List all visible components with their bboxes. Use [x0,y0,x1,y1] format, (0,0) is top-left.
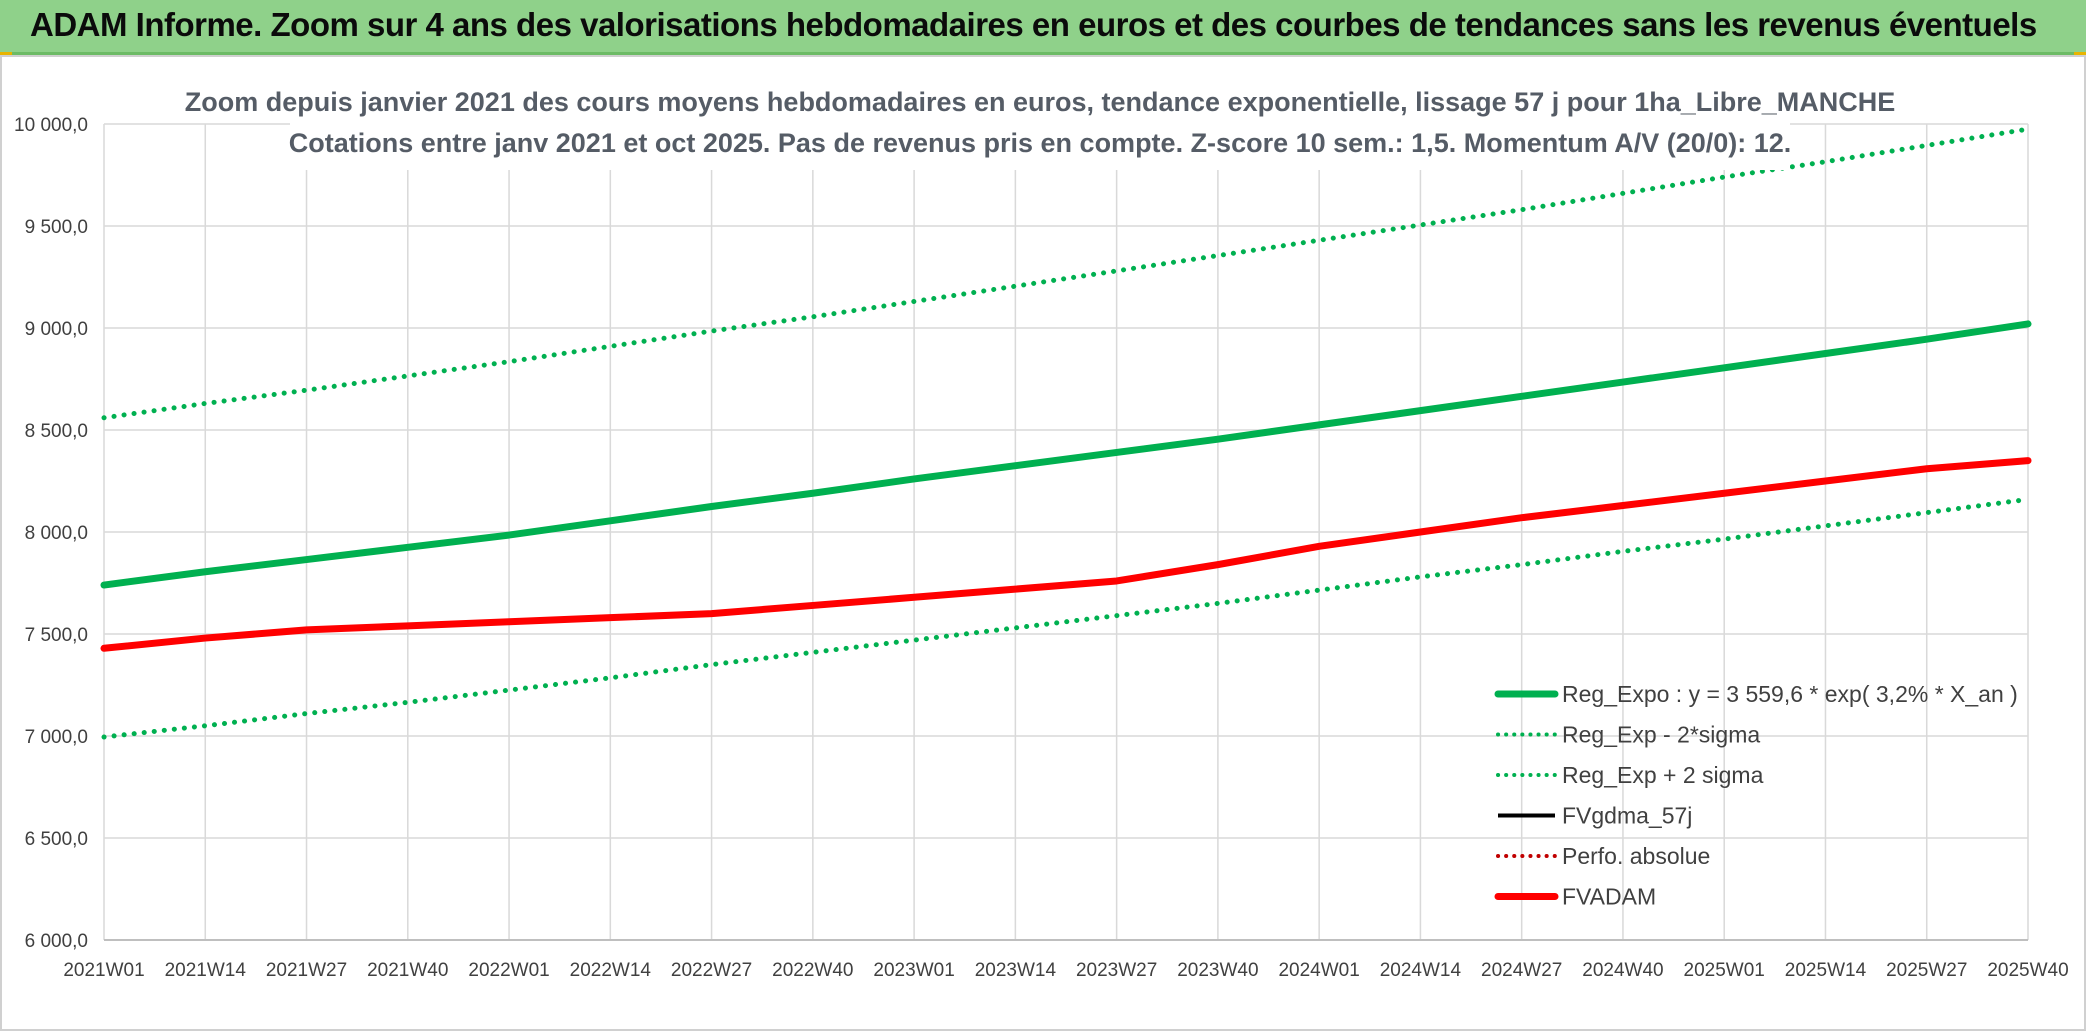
y-axis-ticks: 6 000,0 6 500,0 7 000,0 7 500,0 8 000,0 8 500… [14,115,88,952]
x-tick-label: 2022W14 [570,960,652,981]
y-tick-label: 6 000,0 [25,931,88,952]
chart-title-line-2: Cotations entre janv 2021 et oct 2025. P… [289,128,1792,158]
chart-frame [0,55,2086,1031]
chart-legend: Reg_Expo : y = 3 559,6 * exp( 3,2% * X_a… [1494,681,2018,910]
report-title: ADAM Informe. Zoom sur 4 ans des valoris… [30,6,2037,43]
x-tick-label: 2025W01 [1684,960,1765,981]
legend-label: Perfo. absolue [1562,843,1710,869]
chart-title-group: Zoom depuis janvier 2021 des cours moyen… [185,78,1896,170]
y-tick-label: 7 000,0 [25,727,88,748]
x-tick-label: 2022W40 [772,960,853,981]
x-tick-label: 2023W14 [975,960,1057,981]
y-tick-label: 7 500,0 [25,625,88,646]
grid-lines [103,123,2029,941]
x-tick-label: 2022W01 [468,960,549,981]
chart-series [100,126,2032,740]
y-tick-label: 8 000,0 [25,523,88,544]
x-tick-label: 2025W40 [1987,960,2068,981]
legend-label: Reg_Expo : y = 3 559,6 * exp( 3,2% * X_a… [1562,681,2018,707]
x-tick-label: 2025W14 [1785,960,1867,981]
banner-corner-accent-right [2074,52,2086,56]
x-tick-label: 2023W01 [873,960,954,981]
legend-label: Reg_Exp - 2*sigma [1562,722,1760,748]
x-tick-label: 2022W27 [671,960,752,981]
chart-title-background [290,78,1790,170]
x-tick-label: 2023W27 [1076,960,1157,981]
x-axis-ticks: 2021W01 2021W14 2021W27 2021W40 2022W01 2022W… [63,960,2068,981]
x-tick-label: 2024W40 [1582,960,1663,981]
y-tick-label: 8 500,0 [25,421,88,442]
y-tick-label: 9 000,0 [25,319,88,340]
series-line-2 [101,126,2031,421]
x-tick-label: 2021W14 [165,960,247,981]
x-tick-label: 2021W27 [266,960,347,981]
x-tick-label: 2021W01 [63,960,144,981]
legend-label: Reg_Exp + 2 sigma [1562,762,1764,788]
banner-corner-accent-left [0,52,12,56]
x-tick-label: 2024W14 [1380,960,1462,981]
series-line-5 [100,457,2032,652]
legend-label: FVADAM [1562,884,1656,910]
x-tick-label: 2024W27 [1481,960,1562,981]
y-tick-label: 9 500,0 [25,217,88,238]
series-line-1 [101,496,2031,740]
x-tick-label: 2023W40 [1177,960,1258,981]
x-tick-label: 2025W27 [1886,960,1967,981]
report-banner: ADAM Informe. Zoom sur 4 ans des valoris… [0,0,2086,55]
x-tick-label: 2024W01 [1278,960,1359,981]
series-line-0 [100,320,2032,589]
chart-title-line-1: Zoom depuis janvier 2021 des cours moyen… [185,87,1896,117]
x-tick-label: 2021W40 [367,960,448,981]
legend-label: FVgdma_57j [1562,803,1692,829]
y-tick-label: 6 500,0 [25,829,88,850]
y-tick-label: 10 000,0 [14,115,88,136]
